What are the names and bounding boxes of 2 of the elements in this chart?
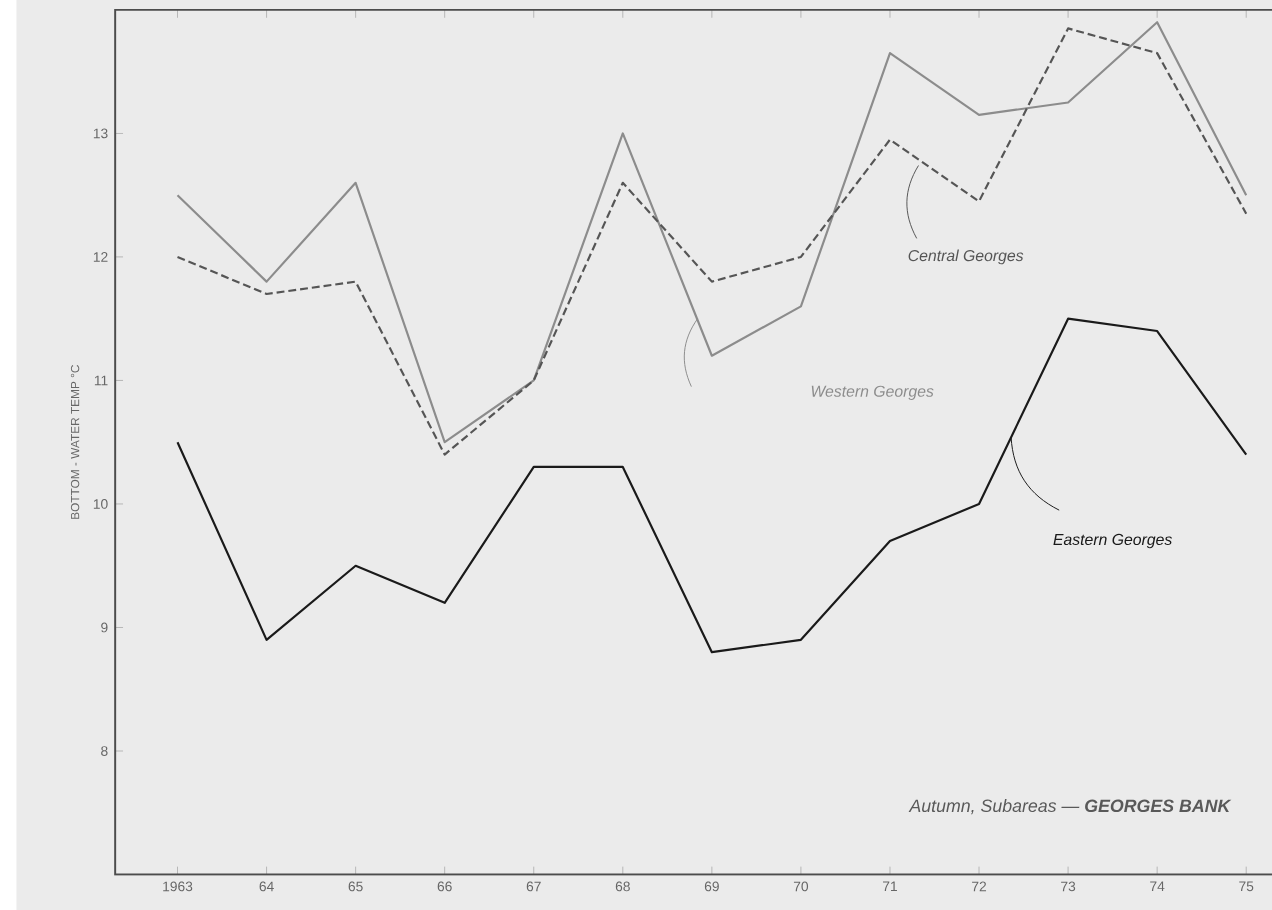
- line-series: [176, 317, 1248, 654]
- annotation: Autumn, Subareas — GEORGES BANK: [908, 798, 1232, 815]
